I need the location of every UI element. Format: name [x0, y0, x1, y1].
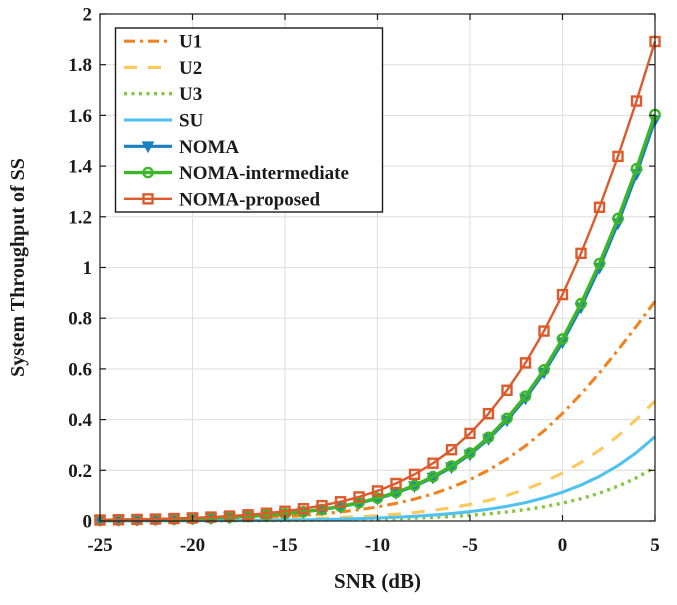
- y-tick-label-0: 0: [83, 512, 93, 533]
- y-tick-label-1.2: 1.2: [68, 207, 92, 228]
- legend-label-NOMA: NOMA: [179, 137, 239, 158]
- x-tick-label-0: 0: [558, 535, 568, 556]
- legend-item-U3: U3: [124, 84, 202, 105]
- y-tick-label-0.6: 0.6: [68, 359, 92, 380]
- y-tick-label-0.8: 0.8: [68, 309, 92, 330]
- legend-label-U1: U1: [179, 32, 202, 53]
- legend-item-NOMA-intermediate: NOMA-intermediate: [124, 163, 349, 184]
- legend-label-U2: U2: [179, 58, 202, 79]
- legend-item-SU: SU: [124, 111, 204, 132]
- axis-ticks: [99, 13, 656, 522]
- y-tick-label-1.8: 1.8: [68, 55, 92, 76]
- x-tick-label--5: -5: [462, 535, 478, 556]
- legend-label-SU: SU: [179, 111, 204, 132]
- legend: U1 U2 U3 SU NOMA NOMA-intermediate NOMA-propos…: [114, 27, 384, 213]
- x-tick-label--15: -15: [272, 535, 297, 556]
- legend-item-U2: U2: [124, 58, 202, 79]
- y-tick-label-2: 2: [83, 5, 93, 26]
- x-tick-label-5: 5: [650, 535, 660, 556]
- legend-item-U1: U1: [124, 32, 202, 53]
- y-tick-label-1.6: 1.6: [68, 106, 92, 127]
- x-tick-label--20: -20: [180, 535, 205, 556]
- legend-label-U3: U3: [179, 84, 202, 105]
- tick-labels: -25 -20 -15 -10 -5 0 5 0 0.2 0.4 0.6 0.8 1 1.2 1.4 1.6 1…: [68, 5, 660, 557]
- x-tick-label--10: -10: [365, 535, 390, 556]
- legend-label-NOMA-intermediate: NOMA-intermediate: [179, 163, 349, 184]
- y-tick-label-0.2: 0.2: [68, 461, 92, 482]
- x-tick-label--25: -25: [87, 535, 112, 556]
- y-tick-label-0.4: 0.4: [68, 410, 92, 431]
- legend-item-NOMA: NOMA: [124, 137, 239, 158]
- x-axis-label: SNR (dB): [334, 569, 421, 593]
- series-U1-line: [99, 300, 657, 523]
- legend-item-NOMA-proposed: NOMA-proposed: [124, 189, 321, 210]
- legend-label-NOMA-proposed: NOMA-proposed: [179, 189, 321, 210]
- y-axis-label: System Throughput of SS: [7, 158, 29, 377]
- y-tick-label-1: 1: [83, 258, 93, 279]
- series-U2-line: [99, 399, 657, 523]
- y-tick-label-1.4: 1.4: [68, 157, 92, 178]
- series-NOMA-proposed-markers: [94, 35, 661, 526]
